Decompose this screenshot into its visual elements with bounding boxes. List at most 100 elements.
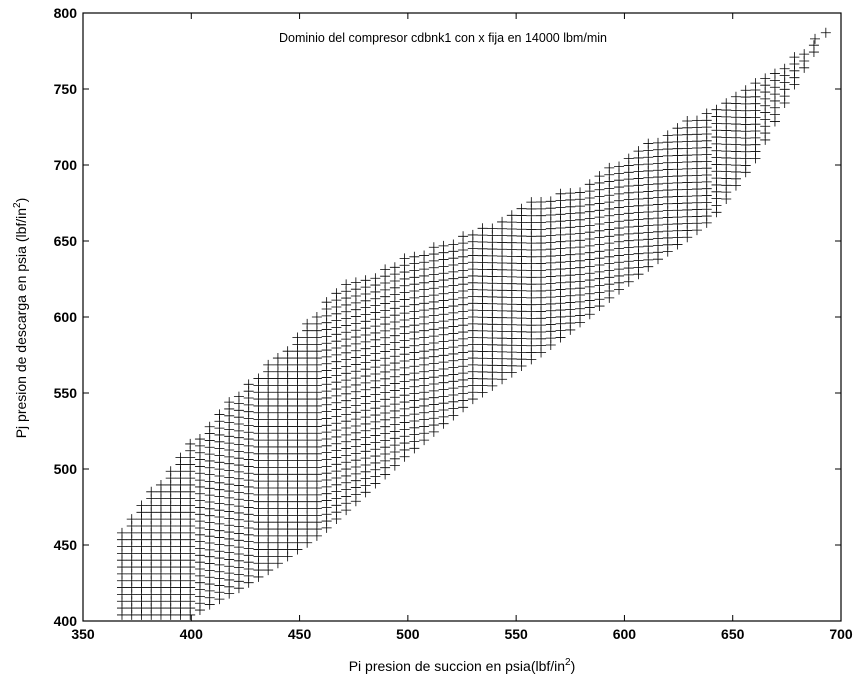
- x-tick-label: 400: [180, 626, 204, 642]
- data-point: [467, 229, 478, 240]
- data-point: [662, 130, 673, 141]
- data-point: [399, 253, 410, 264]
- data-point: [820, 27, 831, 38]
- data-point: [292, 332, 303, 343]
- x-tick-label: 500: [396, 626, 420, 642]
- axis-ticks: 350 400 450 500 550 600 650 7004004505005506006…: [54, 5, 853, 642]
- data-point: [614, 161, 625, 172]
- data-point: [302, 318, 313, 329]
- data-point: [204, 421, 215, 432]
- data-point: [643, 138, 654, 149]
- data-point: [808, 40, 819, 51]
- y-axis-title-end: ): [13, 198, 29, 203]
- data-point: [721, 98, 732, 109]
- data-point: [711, 104, 722, 115]
- data-point: [672, 123, 683, 134]
- data-point: [565, 188, 576, 199]
- data-point: [331, 288, 342, 299]
- data-point: [760, 73, 771, 84]
- plot-area: [82, 12, 842, 622]
- data-point: [545, 196, 556, 207]
- data-point: [789, 52, 800, 63]
- x-tick-label: 700: [829, 626, 853, 642]
- data-point: [116, 527, 127, 538]
- y-axis-title-main: Pj presion de descarga en psia (lbf/in: [13, 208, 29, 438]
- data-point: [185, 438, 196, 449]
- y-tick-label: 450: [54, 537, 78, 553]
- data-point: [409, 251, 420, 262]
- data-point: [477, 223, 488, 234]
- y-tick-label: 750: [54, 81, 78, 97]
- y-tick-label: 800: [54, 5, 78, 21]
- x-axis-title-end: ): [571, 658, 576, 674]
- y-tick-label: 550: [54, 385, 78, 401]
- data-point: [341, 279, 352, 290]
- data-point: [438, 240, 449, 251]
- data-point: [799, 49, 810, 60]
- data-point: [282, 346, 293, 357]
- data-point: [682, 115, 693, 126]
- domain-markers: [116, 27, 831, 620]
- x-tick-label: 350: [71, 626, 95, 642]
- chart-title: Dominio del compresor cdbnk1 con x fija …: [279, 31, 607, 45]
- data-point: [623, 153, 634, 164]
- y-tick-label: 600: [54, 309, 78, 325]
- data-point: [389, 262, 400, 273]
- data-point: [380, 264, 391, 275]
- x-tick-label: 650: [721, 626, 745, 642]
- y-axis-title: Pj presion de descarga en psia (lbf/in2): [12, 198, 29, 439]
- x-axis-title: Pi presion de succion en psia(lbf/in2): [349, 657, 576, 674]
- data-point: [214, 409, 225, 420]
- data-point: [633, 146, 644, 157]
- data-point: [750, 78, 761, 89]
- x-axis-title-main: Pi presion de succion en psia(lbf/in: [349, 658, 565, 674]
- data-point: [155, 479, 166, 490]
- data-point: [311, 312, 322, 322]
- data-point: [769, 68, 780, 79]
- data-point: [448, 239, 459, 250]
- data-point: [146, 486, 157, 497]
- x-tick-label: 600: [613, 626, 637, 642]
- data-point: [730, 91, 741, 102]
- data-point: [652, 137, 663, 148]
- data-point: [370, 273, 381, 284]
- data-point: [350, 277, 361, 288]
- data-point: [224, 397, 235, 408]
- data-point: [263, 359, 274, 370]
- data-point: [691, 115, 702, 126]
- data-point: [740, 85, 751, 96]
- data-point: [233, 391, 244, 402]
- data-point: [419, 250, 430, 261]
- y-tick-label: 700: [54, 157, 78, 173]
- data-point: [136, 500, 147, 511]
- data-point: [321, 297, 332, 308]
- data-point: [506, 210, 517, 221]
- x-tick-label: 450: [288, 626, 312, 642]
- data-point: [497, 216, 508, 227]
- data-point: [575, 187, 586, 198]
- data-point: [604, 162, 615, 173]
- data-point: [175, 452, 186, 463]
- data-point: [165, 466, 176, 477]
- data-point: [243, 379, 254, 390]
- x-tick-label: 550: [504, 626, 528, 642]
- data-point: [536, 197, 547, 208]
- y-tick-label: 500: [54, 461, 78, 477]
- data-point: [360, 275, 371, 286]
- data-point: [428, 242, 439, 253]
- x-axis-title-sup: 2: [565, 657, 571, 668]
- data-point: [516, 203, 527, 214]
- data-point: [194, 434, 205, 445]
- data-point: [487, 223, 498, 234]
- data-point: [458, 231, 469, 242]
- y-axis-title-sup: 2: [12, 202, 23, 208]
- data-point: [779, 63, 790, 74]
- data-point: [526, 197, 537, 208]
- y-tick-label: 400: [54, 613, 78, 629]
- data-point: [272, 353, 283, 364]
- data-point: [594, 171, 605, 182]
- data-point: [701, 108, 712, 119]
- data-point: [555, 188, 566, 199]
- data-point: [584, 179, 595, 190]
- y-tick-label: 650: [54, 233, 78, 249]
